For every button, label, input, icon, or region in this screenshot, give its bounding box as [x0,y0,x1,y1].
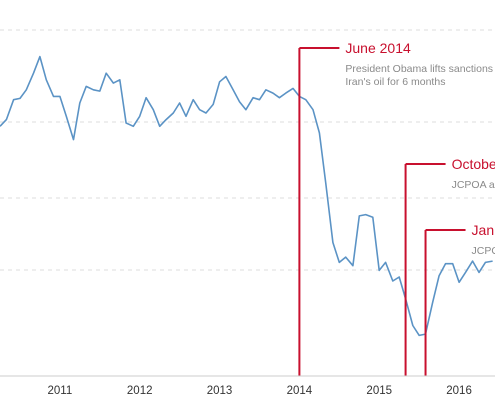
x-tick-label: 2015 [366,385,392,397]
annotations-group: June 2014 President Obama lifts sanctions… [298,40,495,376]
x-axis: 2011 2012 2013 2014 2015 2016 [0,375,495,397]
x-tick-label: 2013 [207,385,233,397]
annotation-description: President Obama lifts sanctions [345,63,493,75]
annotation-description: JCPOA a [452,179,495,191]
annotation-title: January [472,222,495,238]
annotation-description: Iran's oil for 6 months [345,76,445,88]
x-tick-label: 2011 [48,385,73,397]
annotation-title: October [452,156,495,172]
gridlines [0,29,495,271]
series-line [0,55,493,337]
annotation-title: June 2014 [345,40,411,56]
annotation-description: JCPOA [472,245,495,257]
x-tick-label: 2016 [446,385,472,397]
x-tick-label: 2012 [127,385,153,397]
x-tick-label: 2014 [287,385,313,397]
series-group [0,55,493,337]
